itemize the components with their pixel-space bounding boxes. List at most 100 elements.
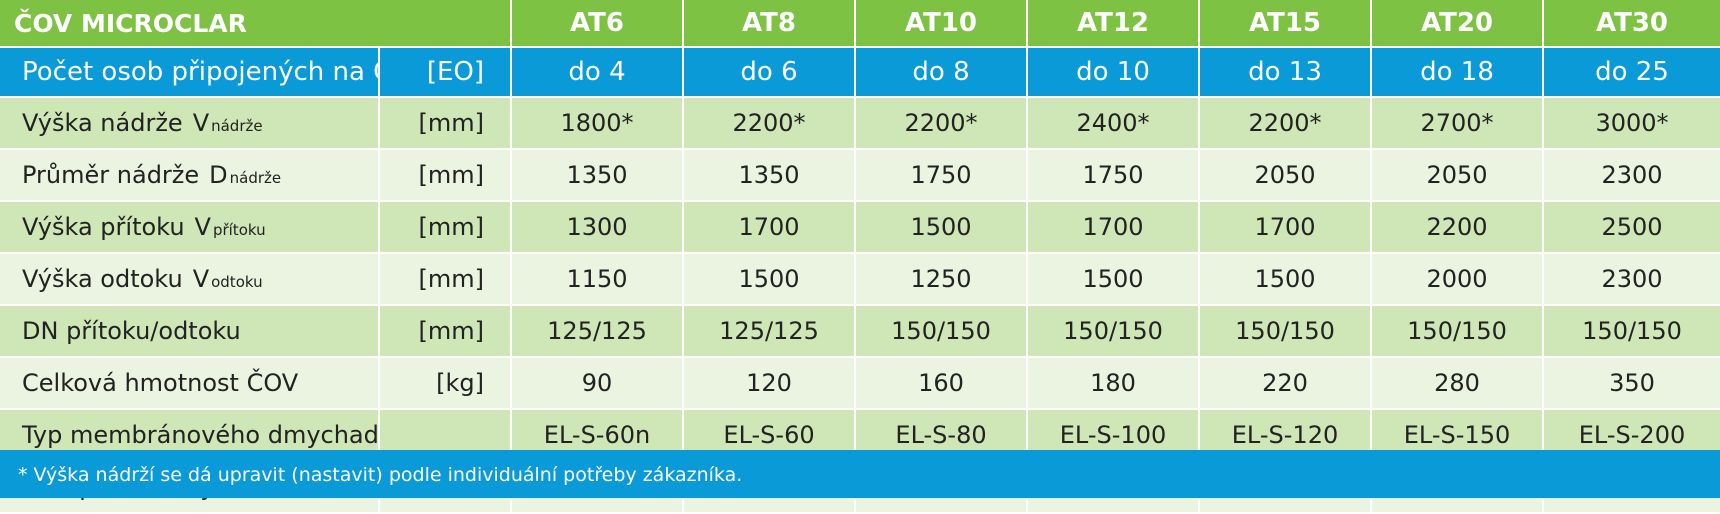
table-cell: 220 bbox=[1200, 358, 1373, 410]
table-cell: 1300 bbox=[512, 202, 685, 254]
row-label: Počet osob připojených na ČOV bbox=[0, 48, 380, 98]
model-header: AT12 bbox=[1028, 0, 1201, 48]
row-subscript: nádrže bbox=[229, 169, 282, 187]
model-header: AT10 bbox=[856, 0, 1029, 48]
table-cell: do 6 bbox=[684, 48, 857, 98]
table-cell: 125/125 bbox=[684, 306, 857, 358]
model-header: AT8 bbox=[684, 0, 857, 48]
row-subscript: nádrže bbox=[211, 117, 263, 135]
table-cell: 2050 bbox=[1372, 150, 1545, 202]
table-cell: 1350 bbox=[684, 150, 857, 202]
table-cell: 1250 bbox=[856, 254, 1029, 306]
table-cell: 1750 bbox=[856, 150, 1029, 202]
table-cell: 1500 bbox=[856, 202, 1029, 254]
table-cell: 3000* bbox=[1544, 98, 1720, 150]
row-label: Celková hmotnost ČOV bbox=[0, 358, 380, 410]
footnote-text: * Výška nádrží se dá upravit (nastavit) … bbox=[18, 464, 743, 486]
row-subscript: odtoku bbox=[211, 273, 263, 291]
table-cell: 2500 bbox=[1544, 202, 1720, 254]
row-unit: [mm] bbox=[380, 98, 513, 150]
table-cell: 2200* bbox=[684, 98, 857, 150]
table-cell: 1750 bbox=[1028, 150, 1201, 202]
table-cell: 120 bbox=[684, 358, 857, 410]
row-label-text: Výška nádrže bbox=[22, 109, 183, 137]
row-subscript: přítoku bbox=[212, 221, 266, 239]
table-cell: 2300 bbox=[1544, 150, 1720, 202]
table-cell: 2300 bbox=[1544, 254, 1720, 306]
row-symbol: V bbox=[192, 265, 210, 293]
table-cell: 90 bbox=[512, 358, 685, 410]
table-cell: 125/125 bbox=[512, 306, 685, 358]
row-unit: [kg] bbox=[380, 358, 513, 410]
table-cell: do 10 bbox=[1028, 48, 1201, 98]
table-cell: 1350 bbox=[512, 150, 685, 202]
row-label-text: Výška přítoku bbox=[22, 213, 185, 241]
row-unit: [mm] bbox=[380, 150, 513, 202]
table-cell: do 25 bbox=[1544, 48, 1720, 98]
row-label: DN přítoku/odtoku bbox=[0, 306, 380, 358]
table-cell: 2200* bbox=[1200, 98, 1373, 150]
table-cell: 2700* bbox=[1372, 98, 1545, 150]
row-symbol: V bbox=[194, 213, 211, 241]
table-cell: 280 bbox=[1372, 358, 1545, 410]
row-label-text: Výška odtoku bbox=[22, 265, 183, 293]
table-cell: 150/150 bbox=[1372, 306, 1545, 358]
table-cell: 1500 bbox=[1028, 254, 1201, 306]
header-row: ČOV MICROCLAR AT6 AT8 AT10 AT12 AT15 AT2… bbox=[0, 0, 1720, 48]
row-symbol: V bbox=[192, 109, 210, 137]
table-cell: 180 bbox=[1028, 358, 1201, 410]
table-title: ČOV MICROCLAR bbox=[0, 0, 513, 48]
row-unit: [mm] bbox=[380, 306, 513, 358]
model-header: AT15 bbox=[1200, 0, 1373, 48]
table-row: Celková hmotnost ČOV [kg] 90 120 160 180 220 28… bbox=[0, 358, 1720, 410]
table-cell: 150/150 bbox=[1544, 306, 1720, 358]
row-unit: [mm] bbox=[380, 202, 513, 254]
table-cell: 1700 bbox=[684, 202, 857, 254]
model-header: AT30 bbox=[1544, 0, 1720, 48]
table-cell: 2200* bbox=[856, 98, 1029, 150]
table-cell: 160 bbox=[856, 358, 1029, 410]
table-cell: 2400* bbox=[1028, 98, 1201, 150]
table-cell: 1150 bbox=[512, 254, 685, 306]
table-cell: 2000 bbox=[1372, 254, 1545, 306]
table-cell: 1700 bbox=[1200, 202, 1373, 254]
table-cell: do 13 bbox=[1200, 48, 1373, 98]
row-label-text: Počet osob připojených na ČOV bbox=[22, 57, 378, 87]
table-row: Počet osob připojených na ČOV[EO]do 4do … bbox=[0, 48, 1720, 98]
model-header: AT20 bbox=[1372, 0, 1545, 48]
table-cell: do 4 bbox=[512, 48, 685, 98]
table-row: DN přítoku/odtoku [mm] 125/125 125/125 150/1… bbox=[0, 306, 1720, 358]
row-label-text: Průměr nádrže bbox=[22, 161, 200, 189]
table-cell: 1500 bbox=[1200, 254, 1373, 306]
table-cell: 150/150 bbox=[1200, 306, 1373, 358]
table-cell: 2200 bbox=[1372, 202, 1545, 254]
row-label-text: Celková hmotnost ČOV bbox=[22, 369, 299, 397]
row-unit: [EO] bbox=[380, 48, 513, 98]
table-cell: do 18 bbox=[1372, 48, 1545, 98]
row-label-text: DN přítoku/odtoku bbox=[22, 317, 241, 345]
table-cell: 150/150 bbox=[856, 306, 1029, 358]
table-cell: 2050 bbox=[1200, 150, 1373, 202]
table-cell: do 8 bbox=[856, 48, 1029, 98]
table-cell: 1700 bbox=[1028, 202, 1201, 254]
row-label-text: Typ membránového dmychadla SECOH bbox=[22, 421, 379, 449]
row-symbol: D bbox=[209, 161, 228, 189]
table-cell: 1500 bbox=[684, 254, 857, 306]
table-cell: 1800* bbox=[512, 98, 685, 150]
table-cell: 350 bbox=[1544, 358, 1720, 410]
footnote-bar: * Výška nádrží se dá upravit (nastavit) … bbox=[0, 450, 1720, 498]
table-cell: 150/150 bbox=[1028, 306, 1201, 358]
row-unit: [mm] bbox=[380, 254, 513, 306]
model-header: AT6 bbox=[512, 0, 685, 48]
